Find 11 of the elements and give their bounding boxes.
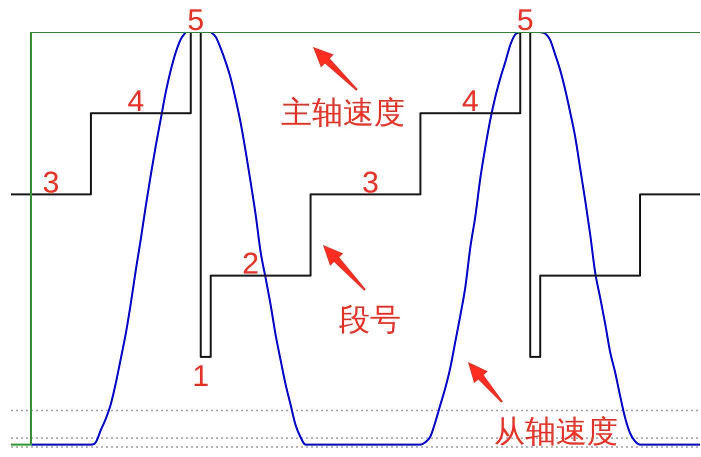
- data-label: 1: [192, 360, 210, 393]
- data-label: 3: [362, 166, 379, 200]
- data-label: 4: [462, 85, 479, 118]
- data-label: 3: [42, 166, 60, 200]
- data-label: 2: [242, 248, 259, 281]
- data-label: 4: [127, 85, 144, 118]
- data-label: 5: [516, 4, 534, 37]
- series-label: 段号: [339, 302, 401, 338]
- data-label: 5: [187, 4, 204, 37]
- annotation: 主轴速度: [281, 95, 405, 132]
- series-label: 从轴速度: [494, 414, 618, 450]
